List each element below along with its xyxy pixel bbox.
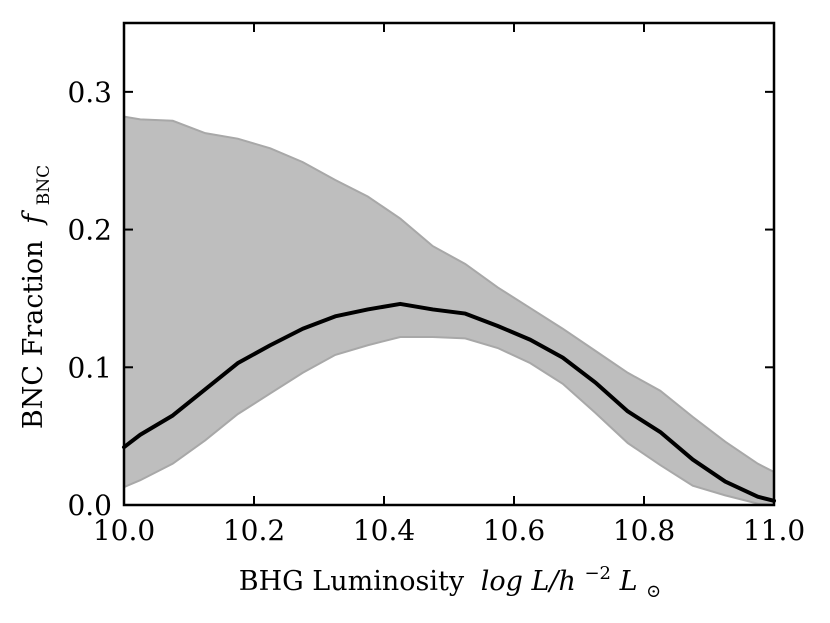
- y-tick-label: 0.0: [67, 489, 112, 522]
- y-axis-label-math: f: [18, 210, 49, 226]
- plot-area: [122, 115, 776, 507]
- x-axis-label-exponent: −2: [584, 563, 611, 584]
- x-tick-label: 10.2: [223, 514, 285, 547]
- x-axis-label-subscript: ⊙: [646, 581, 661, 602]
- x-tick-label: 10.6: [483, 514, 545, 547]
- y-tick-label: 0.2: [67, 214, 112, 247]
- y-tick-label: 0.1: [67, 351, 112, 384]
- x-tick-label: 10.0: [93, 514, 155, 547]
- x-axis-label-math: log L/h: [481, 566, 576, 597]
- x-axis-label-text: BHG Luminosity: [239, 566, 465, 597]
- y-axis-label: BNC Fraction f BNC: [18, 165, 54, 429]
- x-tick-label: 10.8: [613, 514, 675, 547]
- median-line: [122, 301, 776, 503]
- y-tick-label: 0.3: [67, 76, 112, 109]
- x-tick-labels: 10.0 10.2 10.4 10.6 10.8 11.0: [93, 514, 805, 547]
- x-tick-label: 11.0: [743, 514, 805, 547]
- plot-frame: [122, 21, 776, 507]
- y-tick-labels: 0.0 0.1 0.2 0.3: [67, 76, 112, 522]
- y-axis-label-subscript: BNC: [34, 165, 54, 205]
- y-axis-label-text: BNC Fraction: [18, 240, 49, 429]
- x-tick-label: 10.4: [353, 514, 415, 547]
- x-axis-label: BHG Luminosity log L/h −2 L ⊙: [239, 555, 661, 602]
- x-axis-label-unit: L: [619, 566, 638, 597]
